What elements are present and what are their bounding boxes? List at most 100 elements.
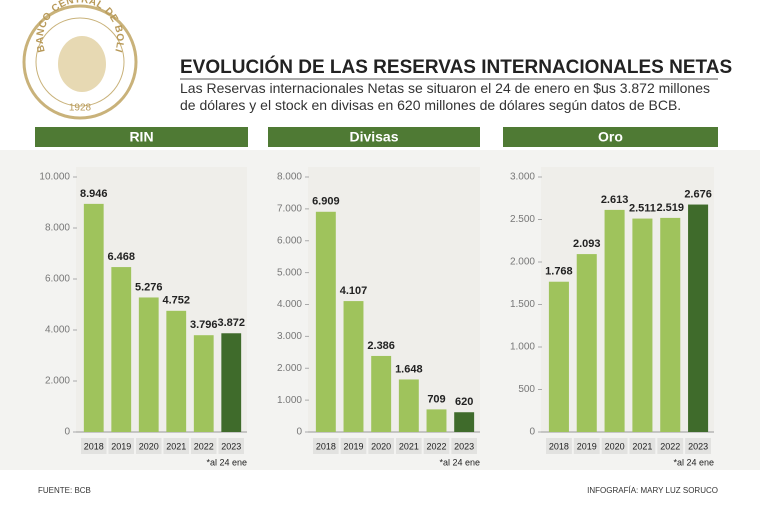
value-label: 709 (427, 393, 445, 405)
category-box (546, 438, 572, 454)
x-tick-label: 2020 (605, 441, 625, 451)
y-tick-label: 0 (296, 427, 302, 438)
category-box (629, 438, 656, 454)
title: EVOLUCIÓN DE LAS RESERVAS INTERNACIONALE… (180, 56, 732, 78)
y-tick-label: 7.000 (277, 204, 302, 215)
category-box (340, 438, 367, 454)
category-box (136, 438, 162, 454)
x-tick-label: 2023 (688, 441, 708, 451)
value-label: 8.946 (80, 188, 108, 200)
category-box (396, 438, 422, 454)
value-label: 6.909 (312, 196, 340, 208)
panel-title: RIN (129, 129, 153, 145)
y-tick-label: 6.000 (277, 235, 302, 246)
logo-year: 1928 (69, 103, 92, 114)
bar (166, 310, 187, 432)
value-label: 2.386 (367, 340, 395, 352)
value-label: 5.276 (135, 281, 163, 293)
category-box (573, 438, 600, 454)
category-box (108, 438, 134, 454)
y-tick-label: 1.000 (277, 395, 302, 406)
x-tick-label: 2018 (84, 441, 104, 451)
x-tick-label: 2023 (454, 441, 474, 451)
note: *al 24 ene (439, 457, 480, 467)
logo-head (58, 36, 106, 92)
bar (111, 267, 132, 432)
value-label: 620 (455, 396, 473, 408)
x-tick-label: 2019 (111, 441, 131, 451)
panel-title: Oro (598, 129, 623, 145)
category-box (81, 438, 107, 454)
x-tick-label: 2023 (221, 441, 241, 451)
bar (221, 333, 242, 432)
x-tick-label: 2018 (549, 441, 569, 451)
source: FUENTE: BCB (38, 486, 91, 495)
x-tick-label: 2021 (166, 441, 186, 451)
y-tick-label: 6.000 (45, 274, 70, 285)
subtitle: Las Reservas internacionales Netas se si… (180, 80, 710, 113)
x-tick-label: 2022 (660, 441, 680, 451)
y-tick-label: 3.000 (510, 172, 535, 183)
credit: INFOGRAFÍA: MARY LUZ SORUCO (587, 486, 718, 495)
value-label: 4.752 (162, 295, 190, 307)
y-tick-label: 2.000 (45, 376, 70, 387)
y-tick-label: 10.000 (39, 172, 70, 183)
x-tick-label: 2019 (577, 441, 597, 451)
x-tick-label: 2020 (139, 441, 159, 451)
bar (343, 301, 364, 432)
note: *al 24 ene (673, 457, 714, 467)
bar (426, 409, 447, 432)
y-tick-label: 8.000 (45, 223, 70, 234)
bar (83, 203, 104, 432)
x-tick-label: 2022 (426, 441, 446, 451)
logo-inner-ring (35, 17, 125, 107)
value-label: 2.093 (573, 238, 601, 250)
category-box (368, 438, 394, 454)
y-tick-label: 2.000 (277, 363, 302, 374)
plot-area (76, 167, 247, 432)
bar (688, 204, 709, 432)
value-label: 1.648 (395, 363, 423, 375)
category-box (601, 438, 628, 454)
category-box (191, 438, 217, 454)
category-box (218, 438, 244, 454)
bar (576, 254, 597, 432)
category-box (657, 438, 684, 454)
x-tick-label: 2018 (316, 441, 336, 451)
y-tick-label: 500 (518, 384, 535, 395)
x-tick-label: 2022 (194, 441, 214, 451)
panel-header (35, 127, 248, 147)
y-tick-label: 0 (64, 427, 70, 438)
category-box (685, 438, 711, 454)
value-label: 2.511 (629, 202, 656, 214)
x-tick-label: 2020 (371, 441, 391, 451)
value-label: 4.107 (340, 285, 368, 297)
y-tick-label: 5.000 (277, 267, 302, 278)
panel-title: Divisas (349, 129, 398, 145)
value-label: 1.768 (545, 266, 573, 278)
panel-header (268, 127, 480, 147)
value-label: 3.796 (190, 319, 218, 331)
value-label: 6.468 (107, 251, 135, 263)
bar (454, 412, 475, 432)
y-tick-label: 4.000 (45, 325, 70, 336)
x-tick-label: 2019 (343, 441, 363, 451)
y-tick-label: 1.500 (510, 299, 535, 310)
plot-area (541, 167, 714, 432)
y-tick-label: 2.000 (510, 257, 535, 268)
value-label: 3.872 (217, 317, 245, 329)
category-box (451, 438, 477, 454)
y-tick-label: 0 (529, 427, 535, 438)
x-tick-label: 2021 (399, 441, 419, 451)
y-tick-label: 4.000 (277, 299, 302, 310)
logo-ring (22, 4, 138, 120)
y-tick-label: 3.000 (277, 331, 302, 342)
bar (138, 297, 159, 432)
y-tick-label: 1.000 (510, 342, 535, 353)
x-tick-label: 2021 (632, 441, 652, 451)
note: *al 24 ene (206, 457, 247, 467)
category-box (423, 438, 450, 454)
value-label: 2.519 (656, 202, 684, 214)
